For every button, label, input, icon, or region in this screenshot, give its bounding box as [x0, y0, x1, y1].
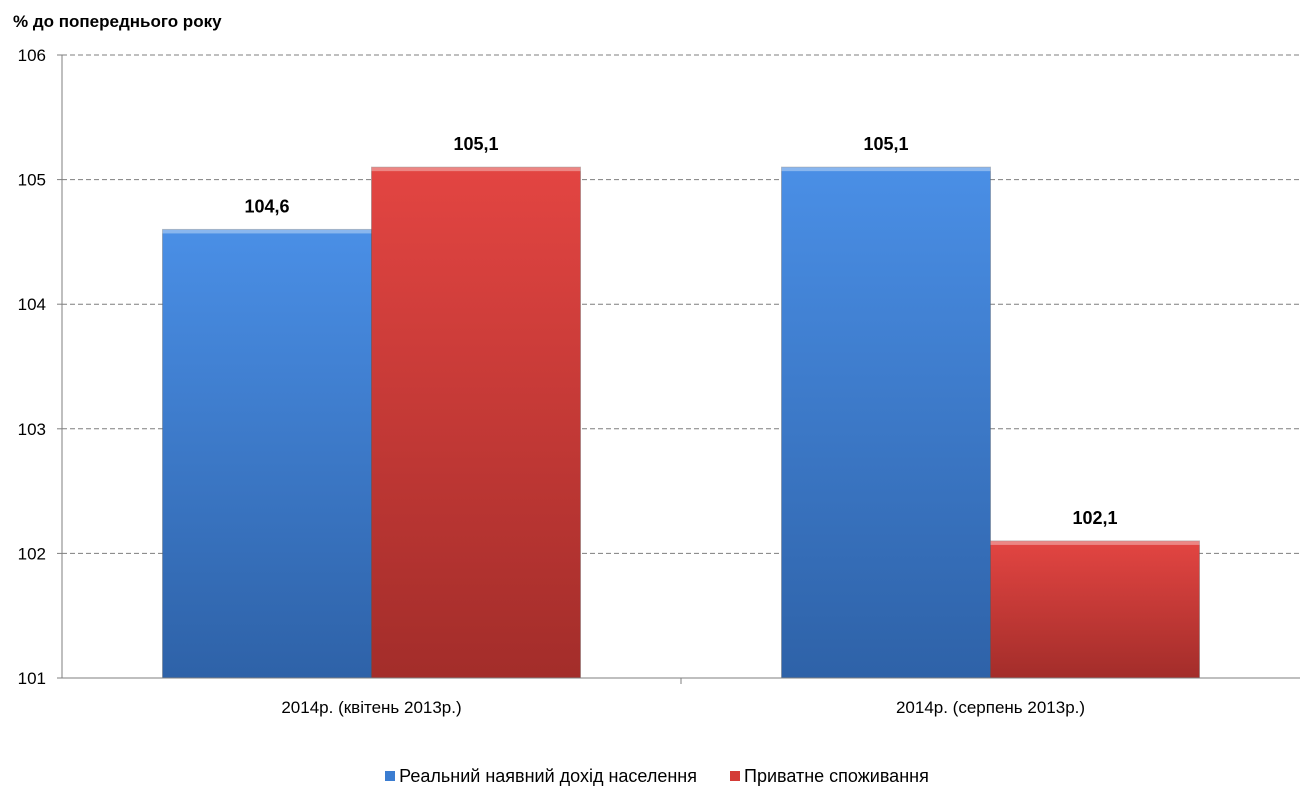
y-axis-title: % до попереднього року: [13, 12, 222, 31]
data-label: 104,6: [244, 196, 289, 216]
x-tick-label: 2014р. (серпень 2013р.): [896, 698, 1085, 717]
bar: [371, 166, 581, 679]
legend-swatch-income: [385, 771, 396, 781]
bar-highlight: [371, 167, 581, 172]
x-tick-label: 2014р. (квітень 2013р.): [281, 698, 461, 717]
bar-highlight: [781, 167, 991, 172]
bar-highlight: [990, 540, 1200, 545]
grid-lines: [62, 54, 1300, 554]
legend-swatch-consumption: [730, 771, 740, 781]
bar: [162, 228, 372, 679]
legend: Реальний наявний дохід населення Приватн…: [0, 766, 1314, 787]
bars: 104,6 105,1 105,1 102,1: [162, 134, 1200, 679]
y-tick-label: 106: [18, 46, 46, 65]
y-axis: 101 102 103 104 105 106: [18, 46, 63, 688]
y-tick-label: 101: [18, 669, 46, 688]
legend-item-consumption: Приватне споживання: [730, 766, 929, 787]
data-label: 105,1: [453, 134, 498, 154]
y-tick-label: 102: [18, 544, 46, 563]
x-axis: 2014р. (квітень 2013р.) 2014р. (серпень 2…: [62, 677, 1300, 717]
legend-label-consumption: Приватне споживання: [744, 766, 929, 786]
data-label: 105,1: [863, 134, 908, 154]
bar: [781, 166, 991, 679]
y-tick-label: 103: [18, 420, 46, 439]
y-tick-label: 105: [18, 171, 46, 190]
data-label: 102,1: [1072, 508, 1117, 528]
legend-item-income: Реальний наявний дохід населення: [385, 766, 697, 787]
bar-highlight: [162, 229, 372, 234]
y-tick-label: 104: [18, 295, 46, 314]
bar: [990, 540, 1200, 679]
legend-label-income: Реальний наявний дохід населення: [399, 766, 697, 786]
